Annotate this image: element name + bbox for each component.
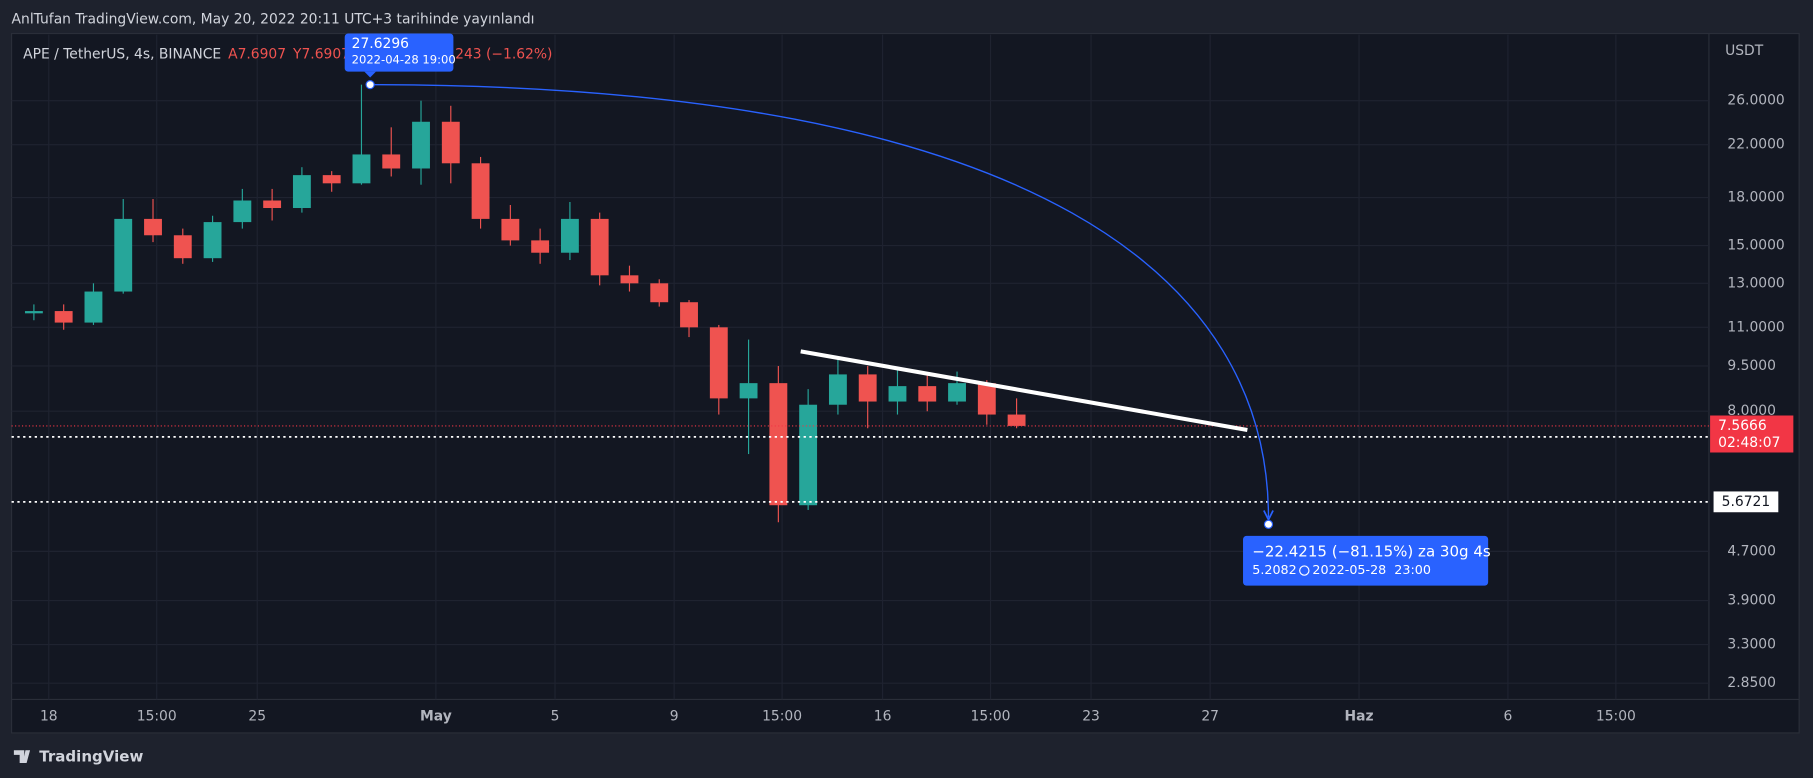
legend-open: A7.6907 — [228, 46, 286, 62]
last-price-label: 7.5666 — [1718, 418, 1767, 434]
x-tick-label: 16 — [874, 709, 892, 725]
header: AnlTufan TradingView.com, May 20, 2022 2… — [12, 12, 535, 28]
candle-body — [739, 383, 758, 399]
x-tick-label: 27 — [1201, 709, 1219, 725]
candle-body — [1007, 414, 1026, 426]
x-tick-label: 9 — [670, 709, 679, 725]
trend-line — [800, 349, 1248, 432]
y-unit: USDT — [1725, 43, 1764, 59]
x-tick-label: 18 — [40, 709, 58, 725]
candle-body — [590, 218, 609, 276]
candle-body — [263, 200, 282, 209]
y-tick-label: 9.5000 — [1727, 358, 1776, 374]
candle-body — [84, 291, 103, 323]
candle-body — [531, 240, 550, 253]
x-tick-label: 25 — [248, 709, 266, 725]
measure-change: −22.4215 (−81.15%) za 30g 4s — [1252, 543, 1491, 561]
legend-symbol: APE / TetherUS, 4s, BINANCE — [23, 46, 221, 62]
candle-body — [858, 374, 877, 402]
last-price-box — [1710, 415, 1794, 453]
candle-body — [560, 218, 579, 253]
x-tick-label: 15:00 — [971, 709, 1011, 725]
y-tick-label: 26.0000 — [1727, 93, 1784, 109]
candle-body — [144, 218, 162, 236]
candle-body — [888, 386, 907, 402]
y-tick-label: 3.3000 — [1727, 637, 1776, 653]
countdown: 02:48:07 — [1718, 435, 1780, 451]
candle-body — [54, 311, 73, 323]
candle-body — [471, 163, 490, 219]
candle-body — [233, 200, 252, 223]
tooltip-price: 27.6296 — [352, 36, 409, 52]
measure-end-date: 2022-05-28 23:00 — [1312, 562, 1431, 577]
measure-box — [1243, 535, 1489, 586]
measure-start — [365, 80, 375, 90]
hline-label: 5.6721 — [1722, 494, 1771, 510]
candle-body — [441, 121, 460, 164]
y-tick-label: 13.0000 — [1727, 275, 1784, 291]
candle-body — [709, 327, 728, 399]
clock-icon — [1299, 565, 1310, 576]
y-tick-label: 2.8500 — [1727, 675, 1776, 691]
candle-body — [650, 283, 669, 303]
y-tick-label: 18.0000 — [1727, 190, 1784, 206]
y-tick-label: 15.0000 — [1727, 238, 1784, 254]
logo-icon — [13, 750, 31, 763]
candle-body — [501, 218, 520, 241]
measure-end-price: 5.2082 — [1252, 562, 1296, 577]
x-tick-label: 23 — [1082, 709, 1100, 725]
x-tick-label: 15:00 — [1596, 709, 1636, 725]
y-tick-label: 11.0000 — [1727, 319, 1784, 335]
candle-body — [918, 386, 937, 402]
candle-body — [680, 302, 698, 328]
candle-body — [114, 218, 133, 292]
tooltip-box — [344, 33, 454, 72]
tooltip-date: 2022-04-28 19:00 — [352, 53, 456, 67]
candle-body — [412, 121, 430, 169]
y-tick-label: 8.0000 — [1727, 403, 1776, 419]
candle-body — [948, 383, 966, 402]
y-tick-label: 4.7000 — [1727, 543, 1776, 559]
candle-body — [352, 154, 371, 184]
footer-logo: TradingView — [39, 748, 143, 766]
candle-body — [203, 222, 222, 259]
measure-curve — [370, 83, 1270, 518]
legend-change: −0.1243 (−1.62%) — [421, 46, 552, 62]
x-tick-label: May — [420, 709, 452, 725]
x-tick-label: 15:00 — [137, 709, 177, 725]
candle-body — [620, 275, 639, 284]
candle-body — [977, 383, 996, 415]
x-tick-label: Haz — [1345, 709, 1374, 725]
hline-label-box — [1713, 491, 1779, 513]
candle-body — [769, 383, 788, 506]
candle-body — [292, 175, 311, 209]
candle-body — [24, 311, 43, 314]
candle-body — [173, 235, 192, 259]
x-tick-label: 6 — [1504, 709, 1513, 725]
legend-high: Y7.6907 — [292, 46, 350, 62]
arrow-head — [1263, 510, 1274, 522]
y-tick-label: 22.0000 — [1727, 137, 1784, 153]
chart-pane — [10, 32, 1800, 734]
x-tick-label: 5 — [551, 709, 560, 725]
measure-end — [1263, 519, 1274, 529]
candle-body — [382, 154, 401, 169]
y-tick-label: 3.9000 — [1727, 593, 1776, 609]
x-tick-label: 15:00 — [762, 709, 802, 725]
candle-body — [828, 374, 847, 405]
tooltip-pointer — [364, 71, 376, 78]
candle-body — [322, 175, 341, 184]
candle-body — [799, 404, 818, 506]
